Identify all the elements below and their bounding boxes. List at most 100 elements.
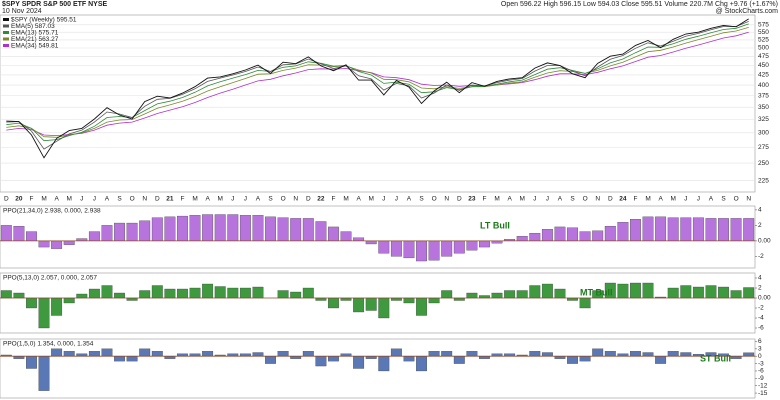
legend-swatch [3,24,9,28]
legend-swatch [3,44,9,47]
x-tick-label: A [256,196,261,203]
ppo-bar [101,285,113,299]
ppo-bar [718,286,729,299]
ppo-bar [26,297,37,309]
ppo-bar [139,220,151,242]
x-tick-label: M [368,196,373,203]
x-tick-label: O [432,196,437,203]
y-tick-label: 6 [758,338,762,345]
x-tick-label: M [192,196,197,203]
ppo-bar [302,351,314,357]
y-tick-label: 225 [758,177,769,184]
y-tick-label: 475 [758,53,769,60]
ppo-bar [277,351,289,357]
y-tick-label: -6 [758,368,764,375]
ppo-bar [541,283,553,299]
ppo-bar [730,218,742,242]
legend-entry: EMA(34) 549.81 [11,43,59,50]
ppo-bar [680,217,692,242]
ppo-bar [13,292,25,299]
legend-entry: EMA(5) 587.03 [11,23,55,30]
x-tick-label: D [457,196,462,203]
ppo-bar [51,297,63,316]
x-tick-label: 20 [15,196,23,203]
ppo-bar [227,214,239,242]
x-tick-label: F [633,196,637,203]
ppo-bar [416,240,427,262]
ppo-bar [466,240,478,251]
panel-frame [0,205,756,269]
ppo-bar [479,240,490,248]
y-tick-label: 500 [758,45,769,52]
ppo-bar [667,217,679,242]
ppo-bar [504,290,516,299]
ppo-bar [743,287,755,299]
y-tick-label: 550 [758,29,769,36]
ppo-bar [403,297,415,304]
legend-entry: EMA(13) 575.71 [11,30,59,37]
ppo-bar [114,356,125,362]
ppo-bar [252,286,264,299]
ppo-bar [692,286,704,299]
x-tick-label: M [645,196,650,203]
y-tick-label: 450 [758,62,769,69]
x-tick-label: 24 [619,196,627,203]
ppo-bar [403,356,415,362]
x-tick-label: O [734,196,739,203]
x-tick-label: A [205,196,210,203]
x-tick-label: 22 [317,196,325,203]
x-tick-label: J [93,196,96,203]
y-tick-label: -6 [758,325,764,332]
ppo-bar [177,215,188,242]
ppo-bar [126,222,138,242]
x-tick-label: J [697,196,700,203]
ppo-bar [315,221,327,242]
x-tick-label: J [395,196,398,203]
ppo-bar [151,217,163,242]
ppo-bar [126,356,138,362]
x-tick-label: O [281,196,286,203]
x-tick-label: M [494,196,499,203]
y-tick-label: 275 [758,144,769,151]
ppo-bar [554,288,566,299]
y-tick-label: 2 [758,222,762,229]
ppo-bar [428,351,440,357]
x-tick-label: D [608,196,613,203]
x-tick-label: F [482,196,486,203]
ppo-bar [541,352,553,357]
ppo-bar [441,351,453,357]
ppo-bar [353,237,365,242]
ppo-bar [378,356,390,372]
ppo-bar [592,230,604,242]
ppo-bar [579,297,591,309]
ppo-bar [164,288,176,299]
ppo-bar [705,218,717,242]
ppo-bar [252,352,264,357]
ppo-bar [265,356,276,364]
x-tick-label: 21 [166,196,174,203]
ppo-bar [529,232,541,242]
x-tick-label: J [533,196,536,203]
ppo-bar [63,240,75,245]
x-tick-label: N [293,196,298,203]
ppo-bar [365,297,377,311]
x-tick-label: M [670,196,675,203]
ppo-bar [101,348,113,357]
ppo-bar [718,218,729,242]
ppo-bar [466,351,478,357]
y-tick-label: 425 [758,72,769,79]
x-tick-label: A [558,196,563,203]
x-tick-label: D [306,196,311,203]
ppo-bar [579,231,591,242]
ppo-bar [630,219,641,242]
ppo-bar [114,292,125,299]
ppo-bar [680,352,692,357]
ppo-bar [667,351,679,357]
ppo-bar [76,293,88,299]
x-tick-label: O [583,196,588,203]
ppo-bar [265,216,276,242]
ppo-bar [189,287,201,299]
x-tick-label: D [155,196,160,203]
ppo-bar [227,287,239,299]
x-tick-label: F [180,196,184,203]
